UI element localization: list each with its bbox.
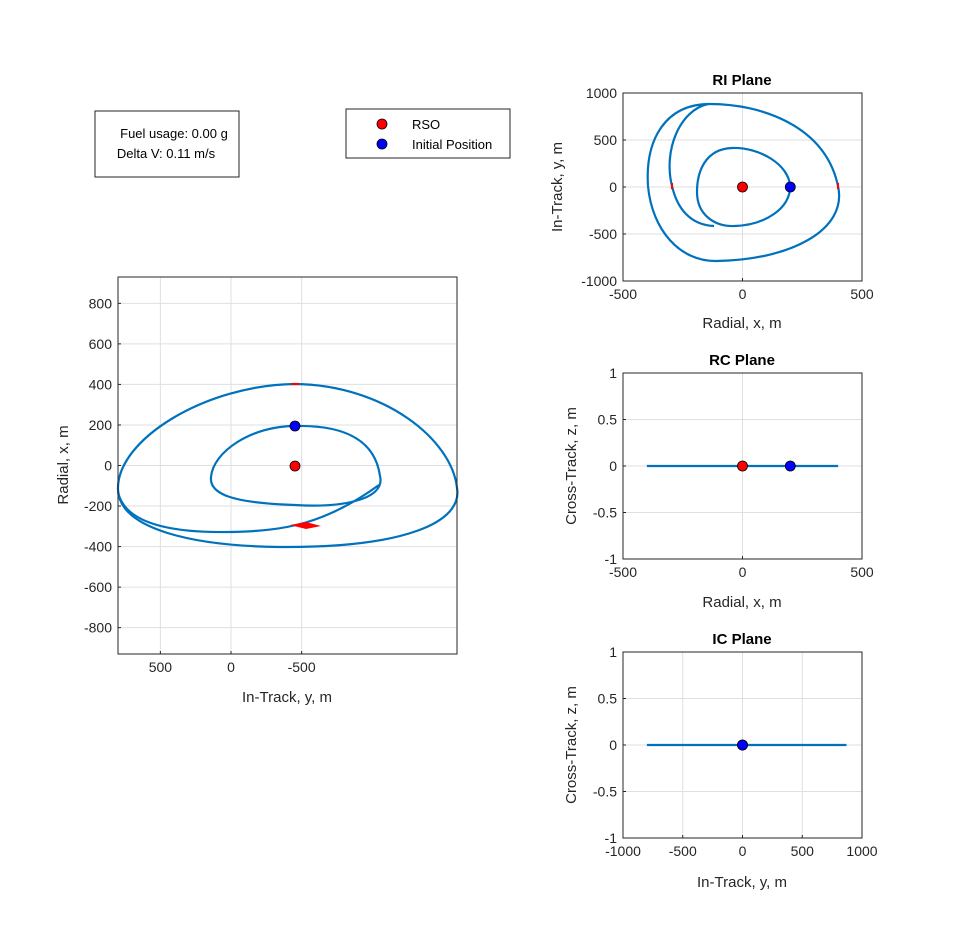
main-rso-marker [289, 460, 301, 472]
ic-ticks: -1000 -500 0 500 1000 -1 -0.5 0 0.5 1 [593, 644, 878, 859]
ri-inner-orbit [695, 146, 792, 228]
main-xtick-label: 500 [149, 659, 173, 675]
info-box: Fuel usage: 0.00 g Delta V: 0.11 m/s [94, 110, 240, 178]
ri-initial-position-marker [784, 181, 796, 193]
rc-ytick-label: -1 [605, 551, 618, 567]
rc-ytick-label: 0.5 [598, 412, 618, 428]
rc-rso-marker [737, 460, 748, 472]
ri-xtick-label: 500 [850, 286, 874, 302]
ic-title: IC Plane [712, 631, 771, 648]
main-inner-orbit [209, 424, 382, 507]
legend-rso-label: RSO [412, 117, 440, 132]
rc-xlabel: Radial, x, m [702, 594, 781, 611]
ri-data [646, 102, 841, 263]
ic-ytick-label: -0.5 [593, 784, 617, 800]
main-ytick-label: -200 [84, 498, 112, 514]
rc-ylabel: Cross-Track, z, m [563, 407, 580, 525]
ri-ytick-label: -1000 [581, 273, 617, 289]
rc-ytick-label: 0 [609, 458, 617, 474]
info-box-frame [94, 110, 240, 178]
rc-xtick-label: -500 [609, 564, 637, 580]
rc-ticks: -500 0 500 -1 -0.5 0 0.5 1 [593, 365, 874, 580]
fuel-usage-text: Fuel usage: 0.00 g [120, 126, 228, 141]
delta-v-text: Delta V: 0.11 m/s [117, 146, 216, 161]
ri-outer-orbit [646, 102, 841, 263]
ic-data [646, 739, 847, 751]
main-plot: 500 0 -500 -800 -600 -400 -200 0 200 400 600 800 In… [55, 276, 459, 706]
main-xtick-label: 0 [227, 659, 235, 675]
ri-ytick-label: 1000 [586, 85, 617, 101]
legend-initial-marker [376, 138, 388, 150]
rc-data [646, 460, 839, 472]
ri-ytick-label: 0 [609, 179, 617, 195]
main-data [116, 382, 459, 549]
main-ytick-label: 0 [104, 458, 112, 474]
main-grid [118, 277, 457, 654]
rc-xtick-label: 500 [850, 564, 874, 580]
main-ytick-label: 600 [89, 336, 113, 352]
legend: RSO Initial Position [345, 108, 511, 159]
ri-ytick-label: -500 [589, 226, 617, 242]
rc-initial-position-marker [784, 460, 796, 472]
ic-ytick-label: 1 [609, 644, 617, 660]
main-transfer-arc [116, 484, 380, 534]
ic-xtick-label: -500 [669, 843, 697, 859]
ri-title: RI Plane [712, 72, 771, 89]
main-ytick-label: -600 [84, 579, 112, 595]
rc-ytick-label: 1 [609, 365, 617, 381]
main-ytick-label: 200 [89, 417, 113, 433]
ri-xtick-label: -500 [609, 286, 637, 302]
ic-xtick-label: 0 [739, 843, 747, 859]
main-ytick-label: -400 [84, 539, 112, 555]
rc-ytick-label: -0.5 [593, 505, 617, 521]
main-ylabel: Radial, x, m [55, 425, 72, 504]
main-ticks: 500 0 -500 -800 -600 -400 -200 0 200 400 600 800 [84, 295, 316, 675]
ic-ytick-label: 0.5 [598, 691, 618, 707]
ri-xlabel: Radial, x, m [702, 315, 781, 332]
ri-ytick-label: 500 [594, 132, 618, 148]
ic-ytick-label: 0 [609, 737, 617, 753]
main-xtick-label: -500 [288, 659, 316, 675]
ri-rso-marker [737, 181, 748, 193]
main-burn-arrow [290, 522, 321, 529]
ic-plot: IC Plane -1000 -500 0 500 1000 -1 -0.5 0 0.5 1 In… [563, 631, 878, 891]
ri-transfer-arc [668, 102, 715, 228]
main-initial-position-marker [289, 420, 301, 432]
legend-frame [345, 108, 511, 159]
ic-xtick-label: -1000 [605, 843, 641, 859]
main-ytick-label: 400 [89, 376, 113, 392]
legend-initial-label: Initial Position [412, 137, 492, 152]
main-ytick-label: -800 [84, 620, 112, 636]
rc-plot: RC Plane -500 0 500 -1 -0.5 0 0.5 1 Radial, x, … [563, 352, 874, 611]
ic-xlabel: In-Track, y, m [697, 874, 787, 891]
legend-rso-marker [376, 118, 388, 130]
ic-xtick-label: 1000 [846, 843, 877, 859]
ri-xtick-label: 0 [739, 286, 747, 302]
ic-initial-position-marker [737, 739, 748, 751]
ic-ytick-label: -1 [605, 830, 618, 846]
main-ytick-label: 800 [89, 295, 113, 311]
rc-xtick-label: 0 [739, 564, 747, 580]
ic-xtick-label: 500 [791, 843, 815, 859]
main-outer-orbit [116, 382, 459, 549]
ri-ylabel: In-Track, y, m [549, 142, 566, 232]
main-xlabel: In-Track, y, m [242, 689, 332, 706]
ic-ylabel: Cross-Track, z, m [563, 686, 580, 804]
rc-title: RC Plane [709, 352, 775, 369]
